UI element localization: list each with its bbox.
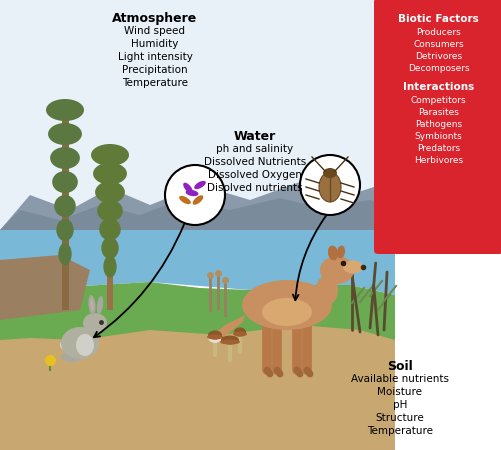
- Bar: [62, 110, 69, 310]
- Text: Detrivores: Detrivores: [415, 52, 462, 61]
- Text: Precipitation: Precipitation: [122, 65, 188, 75]
- Ellipse shape: [97, 200, 123, 222]
- Ellipse shape: [220, 339, 240, 345]
- Bar: [0, 0, 395, 230]
- Text: Herbivores: Herbivores: [414, 156, 463, 165]
- Ellipse shape: [95, 181, 125, 203]
- Text: Pathogens: Pathogens: [415, 120, 462, 129]
- Polygon shape: [0, 198, 395, 230]
- Polygon shape: [213, 315, 245, 342]
- Ellipse shape: [194, 181, 206, 189]
- Text: Available nutrients: Available nutrients: [351, 374, 449, 384]
- Ellipse shape: [60, 340, 70, 350]
- Text: Predators: Predators: [417, 144, 460, 153]
- Ellipse shape: [233, 332, 247, 337]
- Ellipse shape: [319, 172, 341, 202]
- Ellipse shape: [337, 246, 345, 258]
- Text: Moisture: Moisture: [377, 387, 422, 397]
- Polygon shape: [0, 182, 395, 230]
- Text: Wind speed: Wind speed: [125, 26, 185, 36]
- Ellipse shape: [93, 162, 127, 184]
- Ellipse shape: [207, 334, 223, 339]
- Polygon shape: [0, 282, 395, 340]
- Text: Biotic Factors: Biotic Factors: [398, 14, 479, 24]
- Text: Water: Water: [234, 130, 276, 143]
- Ellipse shape: [76, 334, 94, 356]
- Ellipse shape: [328, 246, 338, 261]
- Text: Disolved nutrients: Disolved nutrients: [207, 183, 303, 193]
- Text: pH: pH: [393, 400, 407, 410]
- Bar: [107, 155, 113, 310]
- Text: Soil: Soil: [387, 360, 413, 373]
- Text: Producers: Producers: [416, 28, 461, 37]
- Ellipse shape: [320, 256, 354, 284]
- Ellipse shape: [88, 295, 96, 315]
- Text: Humidity: Humidity: [131, 39, 179, 49]
- Ellipse shape: [83, 313, 107, 333]
- Ellipse shape: [343, 261, 363, 274]
- Ellipse shape: [234, 328, 246, 337]
- Text: Structure: Structure: [376, 413, 424, 423]
- Text: Atmosphere: Atmosphere: [112, 12, 197, 25]
- Ellipse shape: [221, 336, 239, 345]
- Ellipse shape: [54, 195, 76, 217]
- Ellipse shape: [183, 183, 193, 194]
- Ellipse shape: [97, 296, 103, 314]
- Polygon shape: [0, 230, 395, 295]
- Text: Interactions: Interactions: [403, 82, 474, 92]
- Text: Parasites: Parasites: [418, 108, 459, 117]
- Ellipse shape: [262, 298, 312, 326]
- Circle shape: [165, 165, 225, 225]
- Ellipse shape: [101, 237, 119, 259]
- Circle shape: [300, 155, 360, 215]
- Text: Dissolved Nutrients: Dissolved Nutrients: [204, 157, 306, 167]
- Polygon shape: [0, 255, 90, 320]
- Ellipse shape: [61, 327, 99, 359]
- Ellipse shape: [179, 196, 191, 204]
- Ellipse shape: [316, 275, 338, 305]
- Ellipse shape: [52, 171, 78, 193]
- Text: Consumers: Consumers: [413, 40, 464, 49]
- Text: ph and salinity: ph and salinity: [216, 144, 294, 154]
- Text: Dissolved Oxygen: Dissolved Oxygen: [208, 170, 302, 180]
- Text: Symbionts: Symbionts: [415, 132, 462, 141]
- Text: Temperature: Temperature: [367, 426, 433, 436]
- Ellipse shape: [48, 123, 82, 145]
- Ellipse shape: [99, 218, 121, 240]
- Polygon shape: [0, 295, 395, 450]
- Ellipse shape: [56, 219, 74, 241]
- Ellipse shape: [91, 144, 129, 166]
- Text: Light intensity: Light intensity: [118, 52, 192, 62]
- Text: Competitors: Competitors: [411, 96, 466, 105]
- Ellipse shape: [193, 195, 203, 205]
- Text: Decomposers: Decomposers: [408, 64, 469, 73]
- Text: Temperature: Temperature: [122, 78, 188, 88]
- Ellipse shape: [58, 243, 72, 265]
- Ellipse shape: [103, 256, 117, 278]
- Ellipse shape: [208, 331, 222, 343]
- Ellipse shape: [323, 168, 337, 178]
- Ellipse shape: [50, 147, 80, 169]
- Ellipse shape: [61, 352, 83, 362]
- Ellipse shape: [90, 299, 94, 311]
- Ellipse shape: [242, 280, 332, 330]
- Ellipse shape: [46, 99, 84, 121]
- Ellipse shape: [208, 330, 222, 339]
- FancyBboxPatch shape: [374, 0, 501, 254]
- Ellipse shape: [185, 190, 198, 196]
